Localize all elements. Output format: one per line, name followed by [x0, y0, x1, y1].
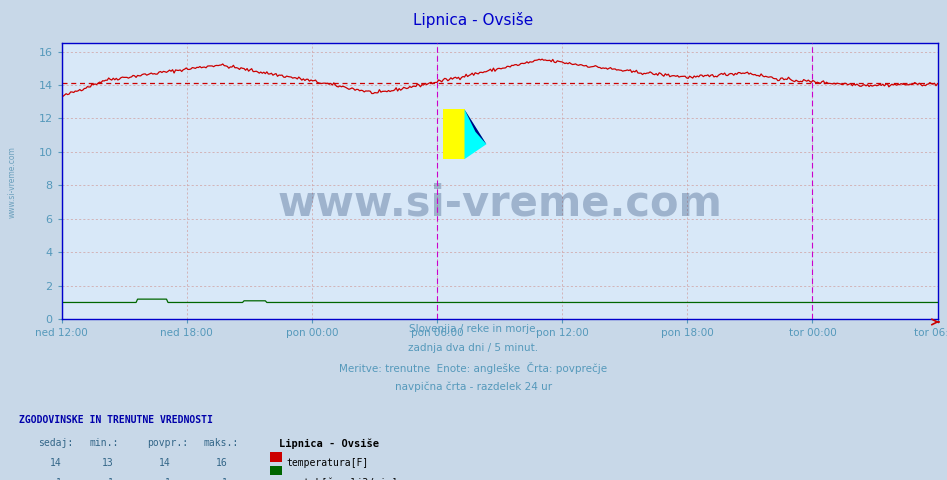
Text: temperatura[F]: temperatura[F]: [286, 458, 368, 468]
Text: www.si-vreme.com: www.si-vreme.com: [8, 146, 17, 218]
Text: povpr.:: povpr.:: [147, 438, 188, 448]
Text: 1: 1: [108, 478, 114, 480]
Text: 1: 1: [165, 478, 170, 480]
Text: Lipnica - Ovsiše: Lipnica - Ovsiše: [414, 12, 533, 28]
Text: maks.:: maks.:: [204, 438, 239, 448]
Text: 16: 16: [216, 458, 227, 468]
Text: navpična črta - razdelek 24 ur: navpična črta - razdelek 24 ur: [395, 382, 552, 392]
Polygon shape: [465, 109, 487, 159]
Polygon shape: [465, 109, 487, 144]
Text: 14: 14: [159, 458, 170, 468]
Text: 1: 1: [56, 478, 62, 480]
Text: sedaj:: sedaj:: [38, 438, 73, 448]
Text: 14: 14: [50, 458, 62, 468]
Text: 1: 1: [222, 478, 227, 480]
Text: 13: 13: [102, 458, 114, 468]
Text: Lipnica - Ovsiše: Lipnica - Ovsiše: [279, 438, 380, 449]
Text: Slovenija / reke in morje.: Slovenija / reke in morje.: [408, 324, 539, 334]
Text: pretok[čevelj3/min]: pretok[čevelj3/min]: [286, 478, 398, 480]
Text: Meritve: trenutne  Enote: angleške  Črta: povprečje: Meritve: trenutne Enote: angleške Črta: …: [339, 362, 608, 374]
Text: min.:: min.:: [90, 438, 119, 448]
Text: ZGODOVINSKE IN TRENUTNE VREDNOSTI: ZGODOVINSKE IN TRENUTNE VREDNOSTI: [19, 415, 213, 425]
Text: zadnja dva dni / 5 minut.: zadnja dva dni / 5 minut.: [408, 343, 539, 353]
Text: www.si-vreme.com: www.si-vreme.com: [277, 182, 722, 224]
Bar: [442, 109, 465, 159]
